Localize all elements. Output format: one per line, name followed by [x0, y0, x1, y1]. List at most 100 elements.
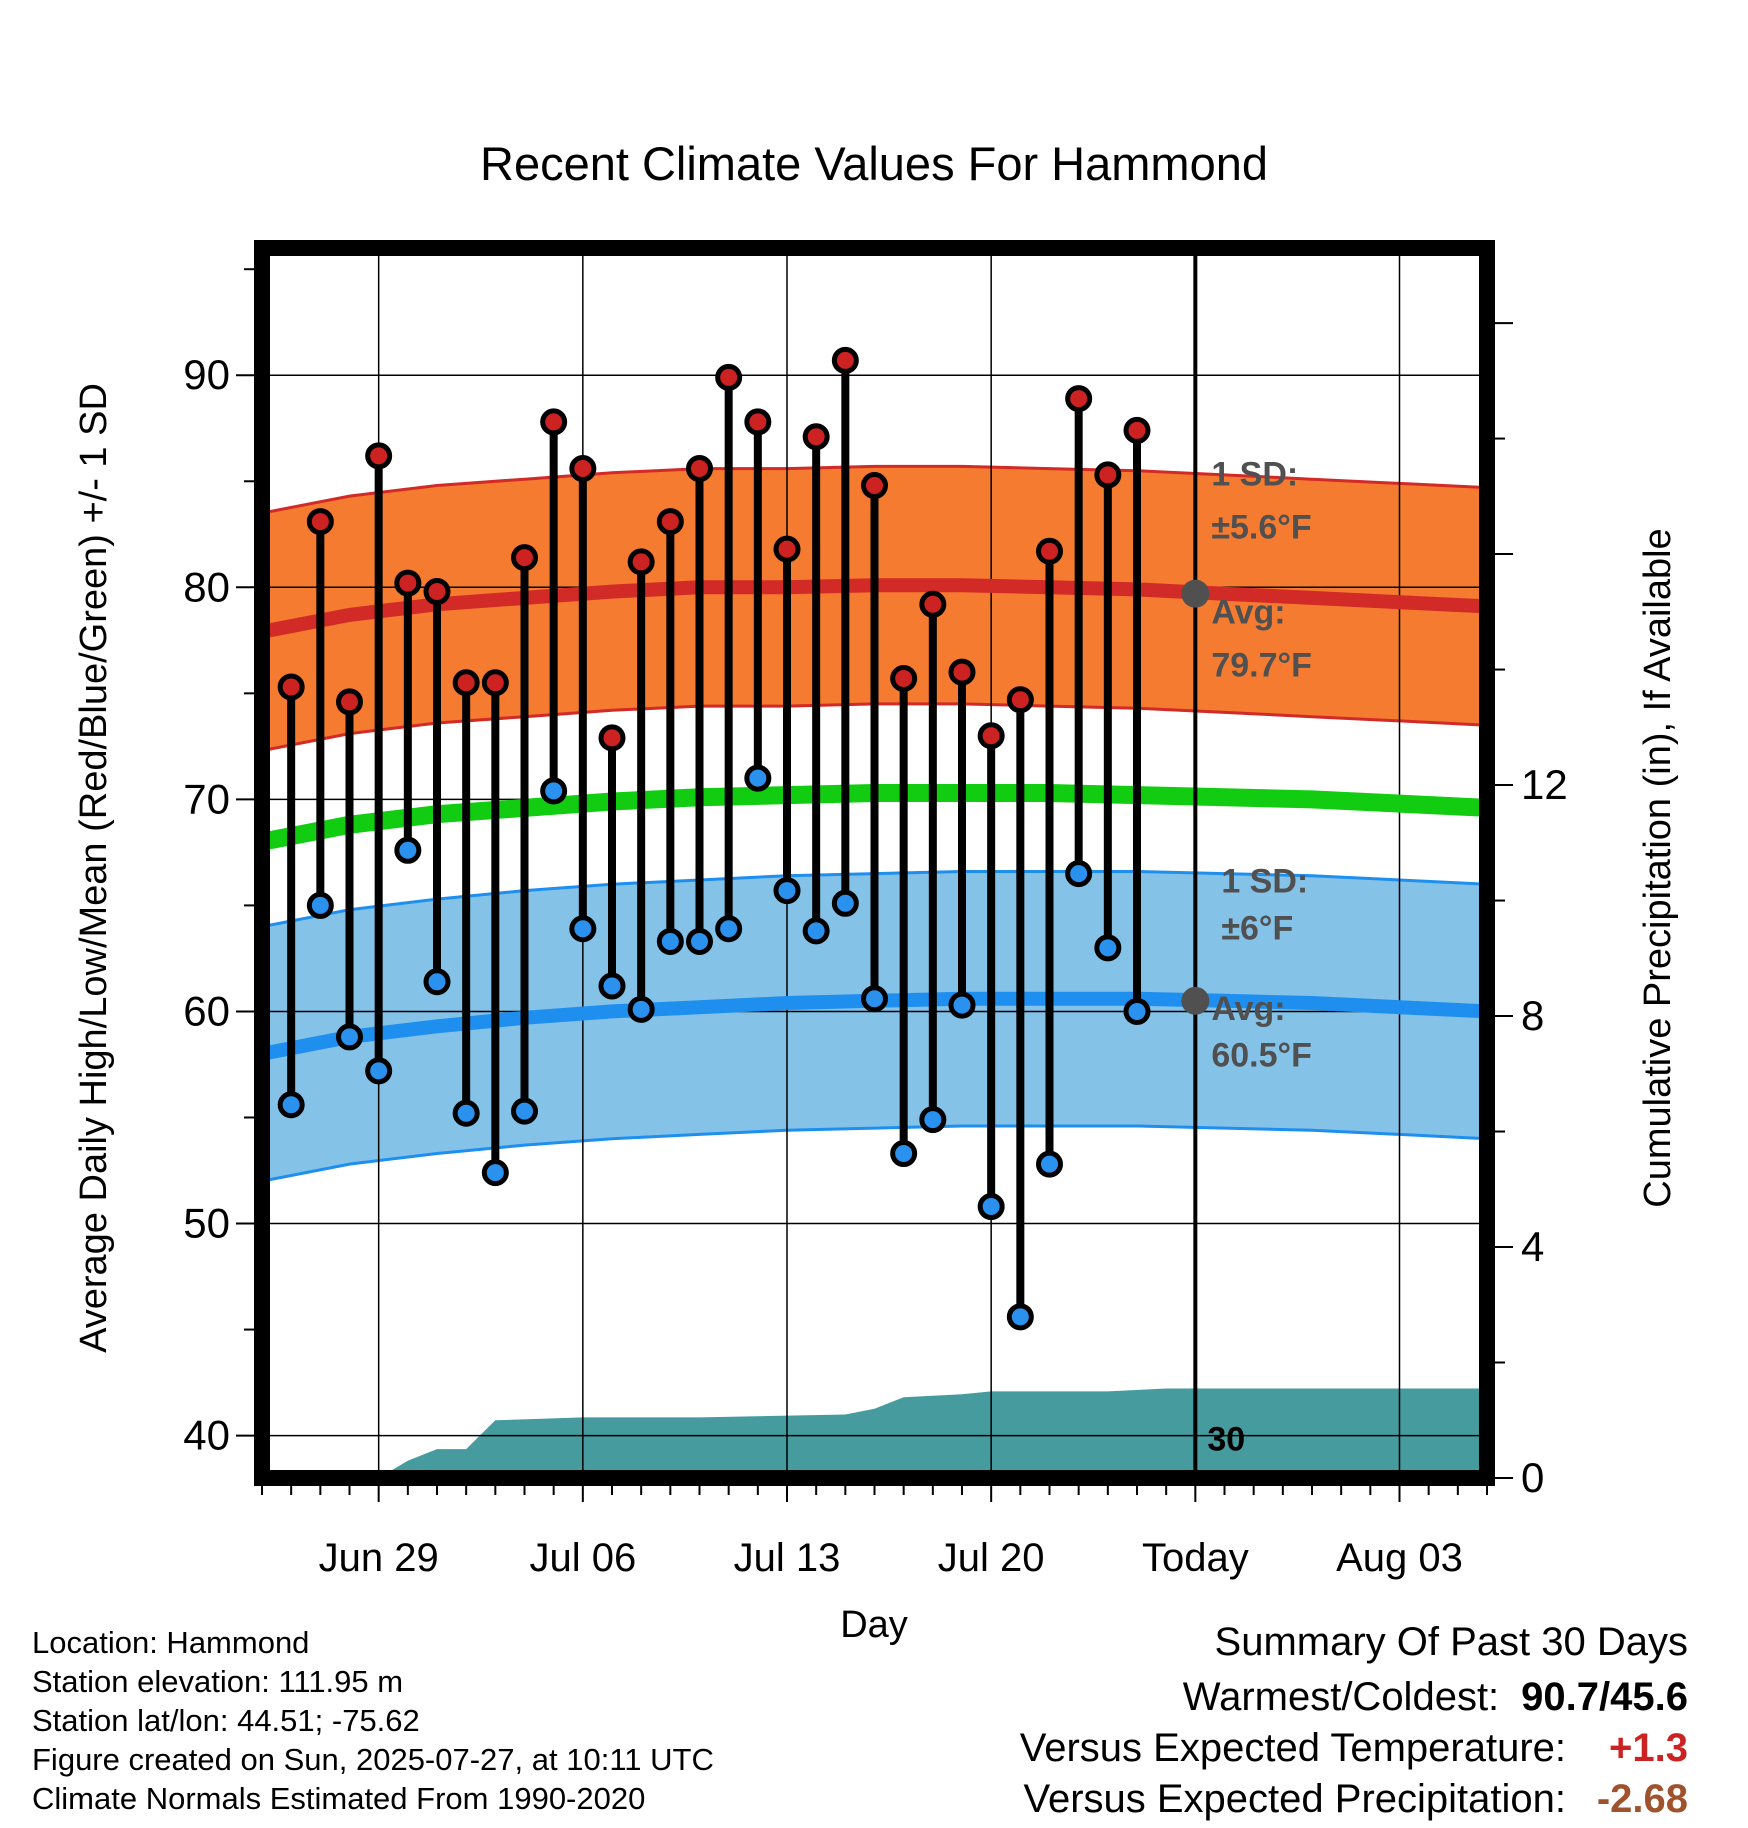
daily-high-point [277, 673, 305, 701]
precip-label: Versus Expected Precipitation: [1023, 1777, 1566, 1821]
daily-low-point [977, 1193, 1005, 1221]
daily-high-point [1123, 416, 1151, 444]
plot-area: 1 SD: ±5.6°F Avg: 79.7°F 1 SD: ±6°F Avg: 60.5°F… [183, 240, 1568, 1580]
daily-low-point [773, 877, 801, 905]
y-tick-label: 60 [183, 987, 230, 1034]
daily-low-point [277, 1091, 305, 1119]
daily-low-point [569, 915, 597, 943]
low-avg-value: 60.5°F [1211, 1037, 1312, 1075]
plot-frame [254, 240, 1495, 1486]
daily-low-point [656, 927, 684, 955]
y-tick-label: 90 [183, 351, 230, 398]
info-created: Figure created on Sun, 2025-07-27, at 10… [32, 1742, 714, 1777]
y2-tick-label: 8 [1521, 992, 1544, 1039]
daily-low-point [686, 927, 713, 955]
x-tick-label: Jul 13 [734, 1536, 841, 1580]
info-latlon: Station lat/lon: 44.51; -75.62 [32, 1703, 420, 1738]
daily-high-point [802, 423, 830, 451]
daily-high-point [306, 508, 334, 536]
daily-low-point [365, 1057, 393, 1085]
daily-low-point [423, 968, 451, 996]
daily-high-point [773, 535, 801, 563]
summary-title: Summary Of Past 30 Days [1215, 1620, 1688, 1665]
station-info: Location: Hammond Station elevation: 111… [32, 1623, 714, 1818]
high-sd-value: ±5.6°F [1211, 509, 1311, 547]
daily-high-point [569, 455, 597, 483]
daily-low-point [336, 1023, 363, 1051]
daily-low-point [394, 836, 422, 864]
info-elevation: Station elevation: 111.95 m [32, 1664, 404, 1699]
summary-warm-cold: Warmest/Coldest: 90.7/45.6 [1183, 1675, 1688, 1720]
x-axis-label: Day [840, 1604, 908, 1646]
x-tick-label: Jun 29 [319, 1536, 439, 1580]
daily-high-point [511, 544, 538, 572]
chart-title: Recent Climate Values For Hammond [480, 137, 1268, 190]
low-sd-band [262, 871, 1487, 1182]
daily-high-point [919, 590, 947, 618]
x-tick-label: Today [1142, 1536, 1249, 1580]
low-sd-lower-line [262, 1124, 1487, 1183]
low-sd-value: ±6°F [1221, 909, 1293, 947]
y-tick-label: 40 [183, 1412, 230, 1459]
daily-low-point [802, 917, 830, 945]
daily-high-point [890, 665, 918, 692]
warm-cold-label: Warmest/Coldest: [1182, 1675, 1500, 1719]
summary-title-text: Summary Of Past 30 Days [1214, 1620, 1688, 1664]
daily-low-point [1036, 1150, 1063, 1178]
precip-area [262, 1388, 1487, 1478]
daily-low-point [1123, 997, 1151, 1025]
daily-low-point [919, 1106, 947, 1134]
daily-low-point [890, 1140, 918, 1168]
y-tick-label: 70 [183, 775, 230, 822]
daily-high-point [1036, 537, 1063, 565]
daily-high-point [540, 408, 568, 436]
daily-low-point [831, 889, 859, 917]
daily-high-point [744, 408, 772, 436]
daily-low-point [715, 915, 743, 943]
daily-low-point [511, 1097, 538, 1125]
daily-high-point [656, 508, 684, 536]
daily-high-point [481, 669, 509, 697]
warm-cold-value: 90.7/45.6 [1521, 1675, 1688, 1719]
y2-tick-label: 0 [1521, 1454, 1544, 1501]
daily-high-point [686, 455, 713, 483]
info-normals: Climate Normals Estimated From 1990-2020 [32, 1781, 646, 1816]
plot-content: 1 SD: ±5.6°F Avg: 79.7°F 1 SD: ±6°F Avg: 60.5°F… [262, 248, 1487, 1478]
high-avg-label: Avg: [1211, 593, 1285, 631]
daily-high-point [1006, 686, 1034, 714]
x-tick-label: Jul 20 [938, 1536, 1045, 1580]
daily-low-point [1094, 934, 1122, 962]
daily-high-point [598, 724, 626, 752]
daily-high-point [336, 688, 363, 716]
daily-low-point [948, 991, 976, 1019]
temp-label: Versus Expected Temperature: [1019, 1726, 1566, 1770]
daily-high-point [365, 442, 393, 470]
daily-low-point [540, 777, 568, 805]
x-tick-label: Jul 06 [529, 1536, 636, 1580]
daily-high-point [977, 722, 1005, 750]
daily-high-point [715, 363, 743, 391]
y2-axis-label: Cumulative Precipitation (in), If Availa… [1637, 528, 1679, 1207]
daily-high-point [861, 472, 888, 500]
summary-precip: Versus Expected Precipitation: -2.68 [1023, 1777, 1688, 1822]
daily-low-point [744, 764, 772, 792]
daily-high-point [394, 569, 422, 597]
y2-tick-label: 12 [1521, 761, 1568, 808]
daily-high-point [948, 658, 976, 686]
y-tick-label: 80 [183, 563, 230, 610]
precip-value: -2.68 [1596, 1777, 1688, 1821]
low-avg-label: Avg: [1211, 990, 1285, 1028]
today-high-avg-marker [1181, 579, 1210, 608]
daily-high-point [831, 346, 859, 374]
y-axis-label: Average Daily High/Low/Mean (Red/Blue/Gr… [73, 383, 115, 1353]
daily-high-point [1065, 385, 1093, 413]
daily-low-point [627, 995, 655, 1023]
daily-low-point [306, 891, 334, 919]
high-sd-label: 1 SD: [1211, 456, 1298, 494]
daily-high-point [452, 669, 480, 697]
y-tick-label: 50 [183, 1200, 230, 1247]
daily-low-point [452, 1099, 480, 1127]
x-tick-label: Aug 03 [1336, 1536, 1463, 1580]
y2-tick-label: 4 [1521, 1223, 1544, 1270]
